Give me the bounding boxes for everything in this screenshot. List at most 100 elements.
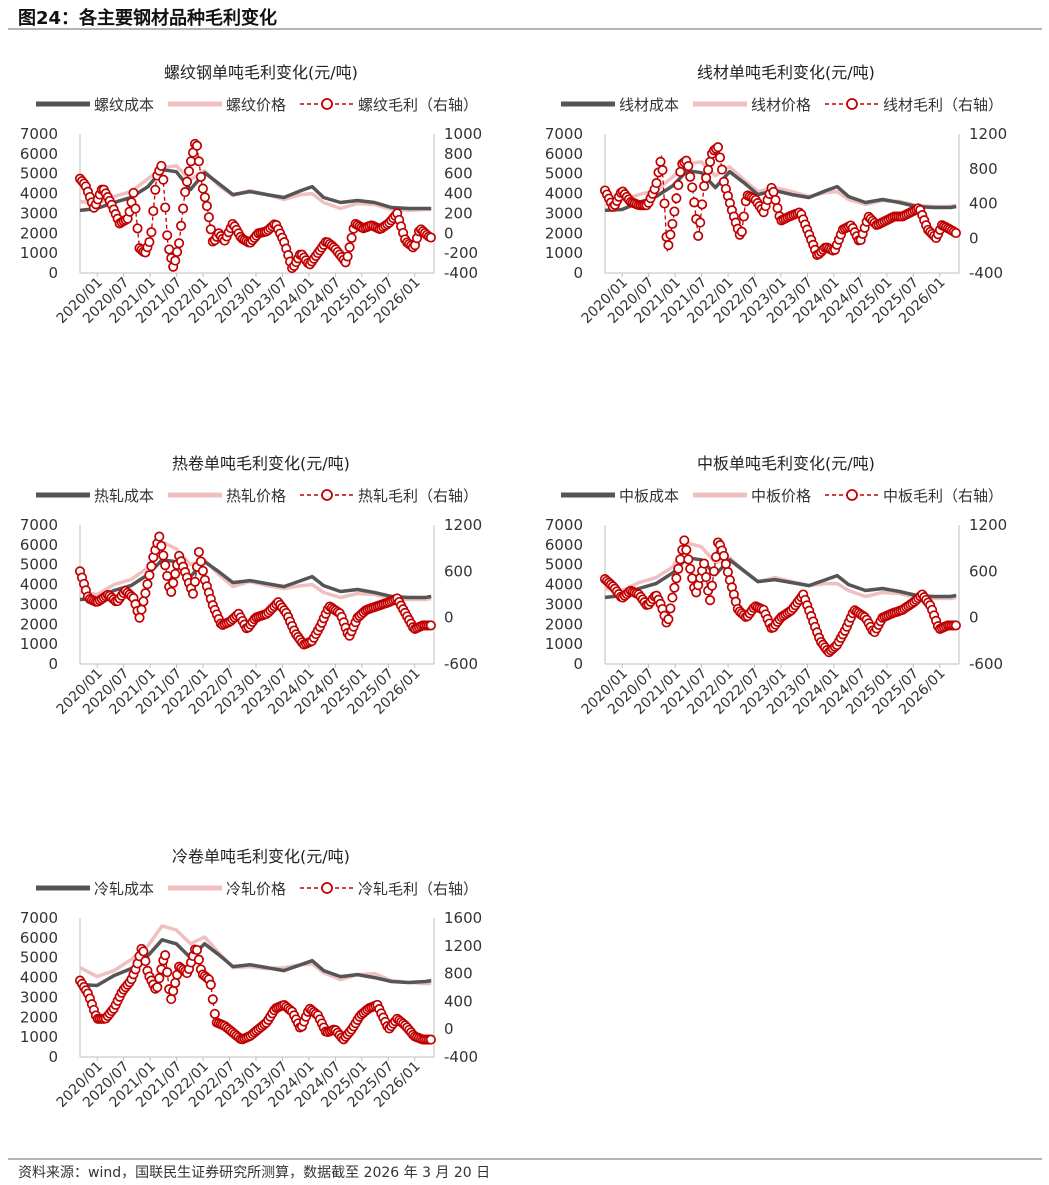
y-right-tick-label: 0 xyxy=(444,1020,454,1038)
y-right-tick-label: -400 xyxy=(444,264,478,282)
y-right-tick-label: -400 xyxy=(444,1048,478,1066)
y-left-tick-label: 0 xyxy=(573,264,583,282)
profit-marker xyxy=(176,220,187,231)
profit-marker xyxy=(712,142,724,153)
y-right-tick-label: 800 xyxy=(969,160,998,178)
y-right-tick-label: 800 xyxy=(444,145,473,163)
profit-marker xyxy=(673,180,684,191)
profit-marker xyxy=(154,531,165,542)
profit-marker xyxy=(695,217,706,228)
y-left-tick-label: 5000 xyxy=(20,949,58,967)
profit-marker xyxy=(663,614,674,625)
chart-rebar: 螺纹钢单吨毛利变化(元/吨)螺纹成本 螺纹价格 螺纹毛利（右轴）0100020003… xyxy=(20,63,482,327)
y-left-tick-label: 5000 xyxy=(545,165,583,183)
profit-marker xyxy=(170,977,181,988)
source-note: 资料来源：wind，国联民生证券研究所测算，数据截至 2026 年 3 月 20… xyxy=(18,1165,491,1181)
y-left-tick-label: 5000 xyxy=(20,556,58,574)
profit-marker xyxy=(140,956,151,967)
y-left-tick-label: 3000 xyxy=(545,595,583,613)
profit-marker xyxy=(950,227,961,239)
profit-marker xyxy=(738,211,749,222)
profit-marker xyxy=(425,232,436,243)
y-left-tick-label: 4000 xyxy=(20,576,58,594)
profit-marker xyxy=(697,199,708,210)
profit-marker xyxy=(687,182,698,193)
y-left-tick-label: 4000 xyxy=(545,576,583,594)
legend-price-label: 热轧价格 xyxy=(226,487,286,505)
y-left-tick-label: 7000 xyxy=(20,125,58,143)
y-left-tick-label: 7000 xyxy=(20,516,58,534)
y-left-tick-label: 3000 xyxy=(20,988,58,1006)
series-cost-line xyxy=(604,168,957,213)
y-left-tick-label: 7000 xyxy=(545,516,583,534)
legend-profit-label: 螺纹毛利（右轴） xyxy=(358,96,478,114)
profit-marker xyxy=(685,171,696,182)
chart-medium-plate: 中板单吨毛利变化(元/吨) 中板成本 中板价格 中板毛利（右轴） 0 1000 2000 30… xyxy=(545,454,1007,718)
top-divider xyxy=(8,28,1042,30)
profit-marker xyxy=(144,236,155,248)
profit-marker xyxy=(197,565,208,576)
y-left-tick-label: 2000 xyxy=(20,1008,58,1026)
y-left-tick-label: 3000 xyxy=(20,204,58,222)
bottom-divider xyxy=(8,1158,1042,1160)
y-right-tick-label: -400 xyxy=(969,264,1003,282)
series-profit-markers xyxy=(599,142,961,260)
legend-price-label: 线材价格 xyxy=(751,96,811,114)
chart-title: 中板单吨毛利变化(元/吨) xyxy=(697,454,875,473)
y-left-tick-label: 2000 xyxy=(20,224,58,242)
legend-profit-label: 线材毛利（右轴） xyxy=(883,96,1003,114)
y-left-tick-label: 1000 xyxy=(20,1028,58,1046)
legend-profit-label: 热轧毛利（右轴） xyxy=(358,487,478,505)
chart-cold-rolled: 冷卷单吨毛利变化(元/吨) 冷轧成本 冷轧价格 冷轧毛利（右轴） 0 1000 2000 30… xyxy=(20,847,482,1111)
profit-marker xyxy=(720,558,731,570)
y-right-tick-label: 1200 xyxy=(969,125,1007,143)
legend-profit-label: 中板毛利（右轴） xyxy=(883,487,1003,505)
profit-marker xyxy=(425,620,436,631)
profit-marker xyxy=(718,550,729,561)
y-left-tick-label: 6000 xyxy=(545,536,583,554)
profit-marker xyxy=(162,967,173,978)
profit-marker xyxy=(346,232,357,243)
profit-marker xyxy=(181,176,193,187)
y-left-tick-label: 0 xyxy=(48,264,58,282)
profit-marker xyxy=(655,156,666,167)
profit-marker xyxy=(205,224,216,235)
y-left-tick-label: 1000 xyxy=(545,635,583,653)
profit-marker xyxy=(665,229,676,240)
profit-marker xyxy=(683,161,694,172)
profit-marker xyxy=(342,251,353,262)
y-right-tick-label: 0 xyxy=(969,609,979,627)
profit-marker xyxy=(207,994,218,1005)
y-left-tick-label: 2000 xyxy=(545,224,583,242)
legend-profit-label: 冷轧毛利（右轴） xyxy=(358,880,478,898)
profit-marker xyxy=(675,166,686,177)
y-right-tick-label: 0 xyxy=(444,224,454,242)
y-right-tick-label: 0 xyxy=(969,229,979,247)
y-left-tick-label: 1000 xyxy=(20,635,58,653)
chart-hot-rolled: 热卷单吨毛利变化(元/吨) 热轧成本 热轧价格 热轧毛利（右轴） 0 1000 2000 30… xyxy=(20,454,482,718)
profit-marker xyxy=(156,540,167,552)
y-right-tick-label: 400 xyxy=(969,195,998,213)
profit-marker xyxy=(158,550,169,561)
y-left-tick-label: 5000 xyxy=(20,165,58,183)
profit-marker xyxy=(199,192,210,203)
series-cost-line xyxy=(79,167,432,213)
profit-marker xyxy=(170,568,181,579)
profit-marker xyxy=(736,226,747,237)
legend-price-label: 螺纹价格 xyxy=(226,96,286,114)
profit-marker xyxy=(152,982,163,993)
profit-marker xyxy=(144,570,155,581)
profit-marker xyxy=(699,181,710,192)
profit-marker xyxy=(191,140,203,151)
profit-marker xyxy=(148,205,159,217)
profit-marker xyxy=(160,202,171,213)
y-left-tick-label: 6000 xyxy=(20,536,58,554)
y-right-tick-label: 1200 xyxy=(969,516,1007,534)
profit-marker xyxy=(178,203,189,214)
y-right-tick-label: 400 xyxy=(444,992,473,1010)
profit-marker xyxy=(665,603,676,614)
profit-marker xyxy=(683,554,694,565)
profit-marker xyxy=(669,206,680,217)
chart-title: 热卷单吨毛利变化(元/吨) xyxy=(172,454,350,473)
profit-marker xyxy=(657,165,668,176)
